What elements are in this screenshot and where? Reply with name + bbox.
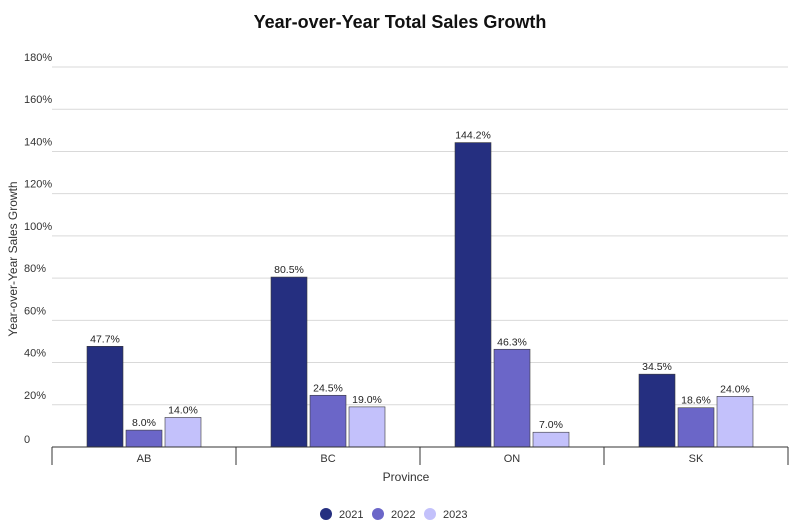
legend-label: 2022 [391,509,415,521]
data-label: 18.6% [681,395,711,407]
data-label: 46.3% [497,336,527,348]
x-tick-label: BC [320,453,335,465]
data-label: 19.0% [352,394,382,406]
bar-2021-SK [638,373,676,448]
data-label: 80.5% [274,264,304,276]
legend: 2021 2022 2023 [320,508,467,521]
legend-swatch-2023 [424,508,436,520]
data-label: 14.0% [168,404,198,416]
data-label: 8.0% [132,417,156,429]
y-axis-title: Year-over-Year Sales Growth [6,181,20,336]
legend-swatch-2022 [372,508,384,520]
y-tick-label: 60% [24,305,46,317]
legend-label: 2021 [339,509,363,521]
bar-2023-AB [164,417,202,448]
bar-2021-ON [454,142,492,448]
bar-2022-BC [309,394,347,448]
bar-2021-BC [270,276,308,448]
y-tick-label: 20% [24,390,46,402]
x-axis-title: Province [383,470,430,484]
y-tick-label: 160% [24,94,52,106]
data-label: 47.7% [90,333,120,345]
y-tick-label: 120% [24,179,52,191]
data-label: 144.2% [455,130,491,142]
y-tick-label: 140% [24,136,52,148]
legend-label: 2023 [443,509,467,521]
bar-2023-SK [716,396,754,448]
y-tick-label: 80% [24,263,46,275]
legend-swatch-2021 [320,508,332,520]
x-tick-label: AB [137,453,152,465]
axes: 0 20% 40% 60% 80% 100% 120% 140% 160% 180% AB BC ON S… [6,52,789,484]
y-tick-label: 180% [24,52,52,64]
y-tick-label: 40% [24,348,46,360]
x-tick-label: SK [689,453,704,465]
bar-2023-ON [532,431,570,448]
data-label: 7.0% [539,419,563,431]
bar-2023-BC [348,406,386,448]
data-label: 24.5% [313,382,343,394]
bars [86,142,754,448]
bar-2022-ON [493,348,531,448]
y-tick-label: 100% [24,221,52,233]
bar-2022-AB [125,429,163,448]
labels: 47.7% 8.0% 14.0% 80.5% 24.5% 19.0% 144.2% 46.3%… [90,130,750,432]
x-tick-label: ON [504,453,521,465]
data-label: 24.0% [720,383,750,395]
data-label: 34.5% [642,361,672,373]
chart-title: Year-over-Year Total Sales Growth [253,12,547,32]
y-tick-label: 0 [24,434,30,446]
bar-2022-SK [677,407,715,448]
grid-lines [52,66,788,406]
bar-2021-AB [86,345,124,448]
